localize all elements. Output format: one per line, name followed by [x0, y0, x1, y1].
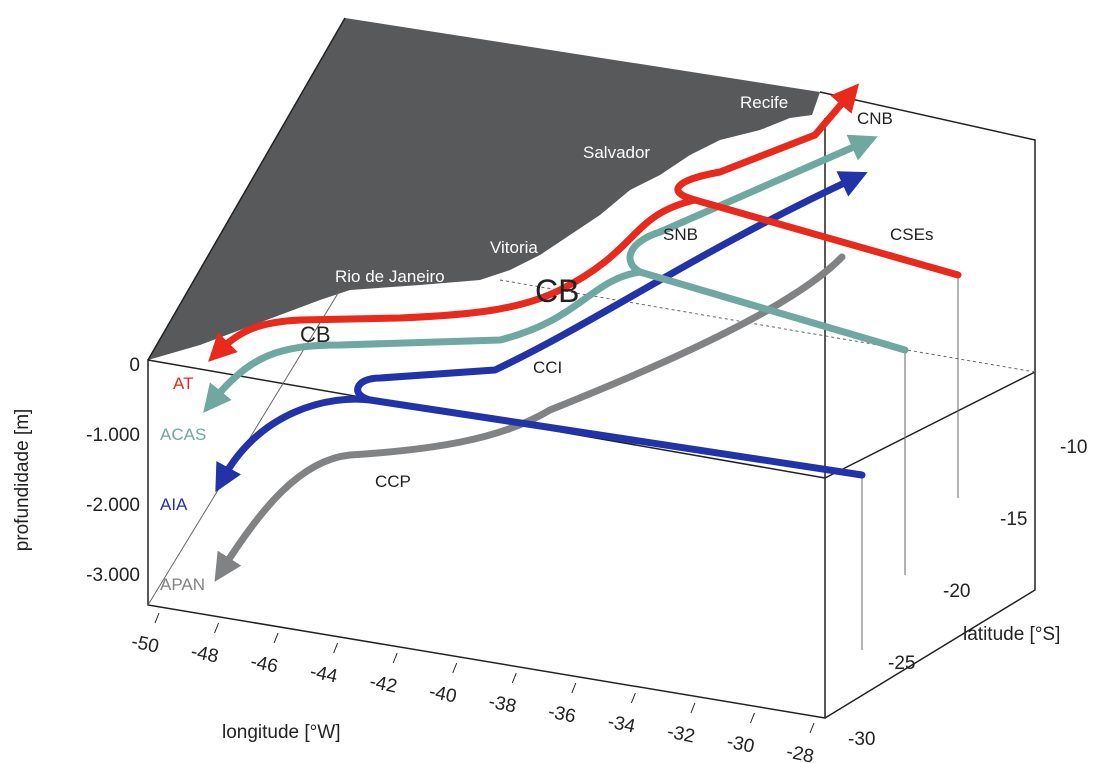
- tick-mark: [155, 613, 159, 623]
- city-label: Rio de Janeiro: [335, 267, 445, 286]
- tick-mark: [750, 713, 754, 723]
- tick-mark: [512, 673, 516, 683]
- diagram: Recife Salvador Vitoria Rio de Janeiro C…: [0, 0, 1105, 763]
- city-label: Vitoria: [490, 238, 538, 257]
- depth-tick: 0: [129, 355, 140, 376]
- city-label: Recife: [740, 93, 788, 112]
- longitude-tick: -38: [487, 691, 518, 717]
- tick-mark: [453, 663, 457, 673]
- water-mass-label: APAN: [160, 575, 205, 594]
- tick-mark: [691, 703, 695, 713]
- tick-mark: [572, 683, 576, 693]
- longitude-tick: -48: [189, 641, 220, 667]
- tick-mark: [215, 623, 219, 633]
- current-label: CSEs: [890, 225, 933, 244]
- latitude-tick: -15: [1000, 509, 1027, 530]
- longitude-tick: -30: [725, 731, 756, 757]
- axis-title: longitude [°W]: [222, 722, 341, 743]
- latitude-tick: -10: [1060, 437, 1087, 458]
- tick-mark: [810, 723, 814, 733]
- longitude-tick: -44: [308, 661, 340, 687]
- tick-mark: [393, 653, 397, 663]
- water-mass-label: ACAS: [160, 425, 206, 444]
- depth-tick: -2.000: [86, 495, 140, 516]
- latitude-tick: -30: [848, 729, 875, 750]
- depth-tick: -3.000: [86, 565, 140, 586]
- latitude-tick: -25: [888, 653, 915, 674]
- city-label: Salvador: [583, 143, 650, 162]
- water-mass-label: AT: [173, 374, 193, 393]
- current-label: CCI: [533, 358, 562, 377]
- longitude-tick: -46: [249, 651, 280, 677]
- axis-title: latitude [°S]: [963, 624, 1060, 645]
- longitude-tick: -28: [784, 741, 815, 763]
- depth-tick: -1.000: [86, 425, 140, 446]
- tick-labels: 0 -1.000 -2.000 -3.000 -50 -48 -46 -44 -42 -40 -38…: [86, 355, 1087, 763]
- tick-mark: [631, 693, 635, 703]
- current-label: CB: [535, 273, 579, 309]
- tick-mark: [274, 633, 278, 643]
- longitude-tick: -32: [665, 721, 696, 747]
- tick-mark: [334, 643, 338, 653]
- aia-south: [222, 399, 370, 480]
- latitude-tick: -20: [943, 581, 970, 602]
- longitude-tick: -50: [129, 631, 160, 657]
- current-label: SNB: [663, 225, 698, 244]
- longitude-tick: -34: [606, 711, 638, 737]
- current-label: CB: [300, 322, 331, 347]
- longitude-tick: -42: [368, 671, 399, 697]
- axis-title: profundidade [m]: [12, 409, 33, 552]
- water-mass-label: AIA: [160, 495, 188, 514]
- current-label: CCP: [375, 472, 411, 491]
- longitude-tick: -36: [546, 701, 577, 727]
- longitude-tick: -40: [427, 681, 458, 707]
- current-label: CNB: [857, 109, 893, 128]
